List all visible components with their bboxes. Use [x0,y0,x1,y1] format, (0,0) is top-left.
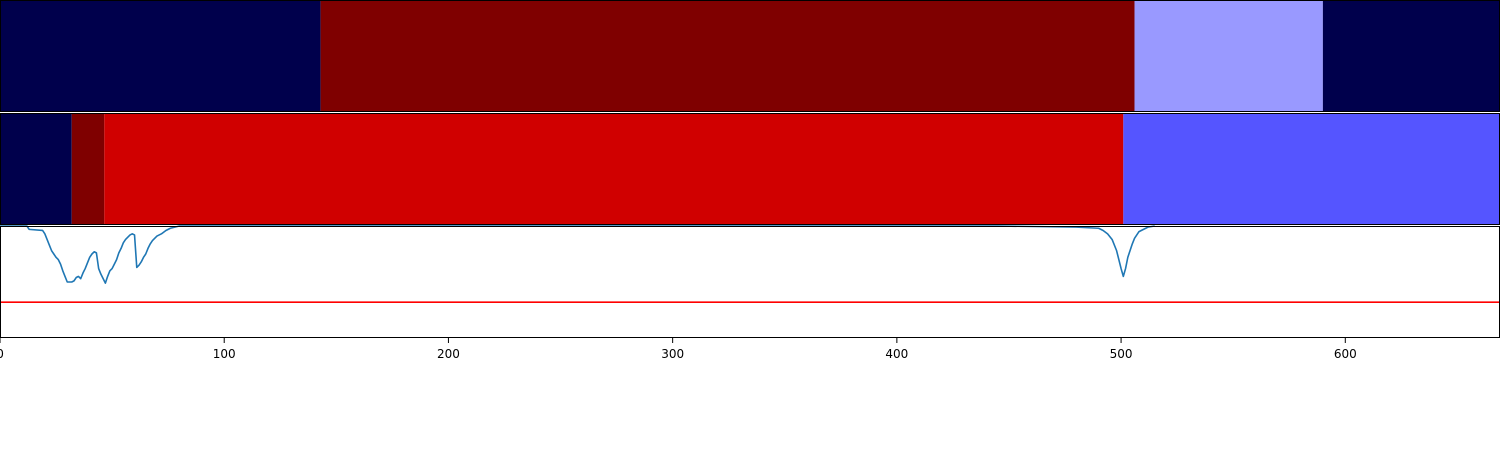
x-tick-label-200: 200 [437,347,460,361]
signal-panel [0,225,1500,338]
bottom-band-segment-1 [71,113,105,225]
segmentation-panel-bottom [0,113,1500,225]
bottom-band-segment-2 [104,113,1124,225]
bottom-band-segment-3 [1123,113,1500,225]
segmentation-panel-top [0,0,1500,112]
top-band-segment-0 [0,0,321,112]
x-tick-label-0: 0 [0,347,4,361]
x-tick-label-400: 400 [885,347,908,361]
x-tick-label-600: 600 [1334,347,1357,361]
top-band-segment-1 [320,0,1135,112]
signal-line [0,225,1155,284]
x-tick-label-500: 500 [1110,347,1133,361]
top-band-segment-2 [1134,0,1323,112]
top-band-segment-3 [1322,0,1500,112]
signal-background [0,226,1500,338]
x-axis: 0 100 200 300 400 500 600 [0,338,1357,361]
bottom-band-segment-0 [0,113,72,225]
x-tick-label-300: 300 [661,347,684,361]
x-tick-label-100: 100 [213,347,236,361]
